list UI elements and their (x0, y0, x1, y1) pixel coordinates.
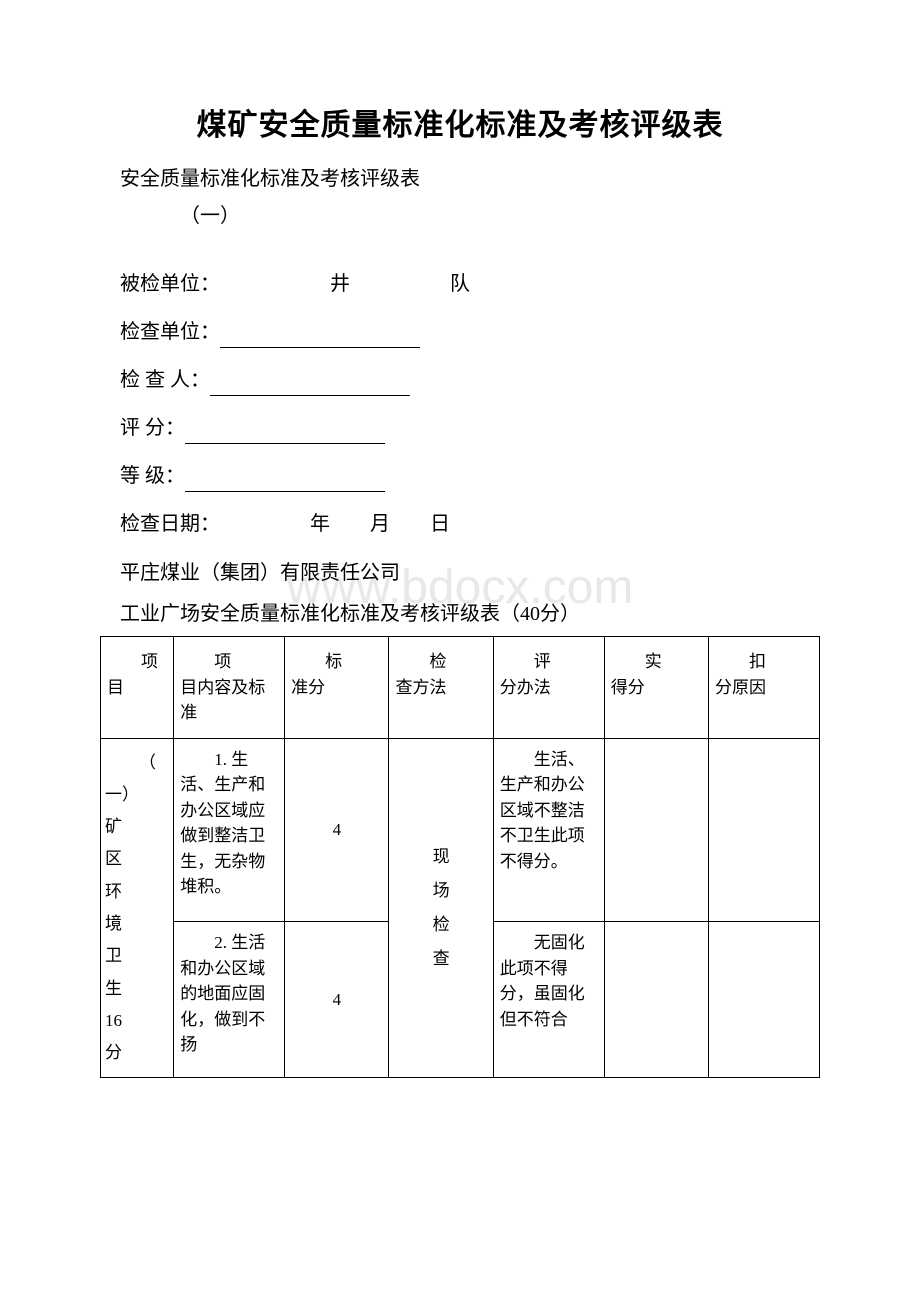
grade-line: 等 级： (120, 460, 820, 492)
score-cell-1: 4 (285, 738, 389, 922)
company-name: 平庄煤业（集团）有限责任公司 (120, 556, 820, 585)
score-label: 评 分： (120, 417, 185, 439)
check-date-line: 检查日期： 年 月 日 (120, 508, 820, 540)
header-item: 项目 (101, 637, 174, 739)
actual-score-cell-1 (604, 738, 708, 922)
header-deduction: 扣分原因 (709, 637, 820, 739)
header-standard-score: 标准分 (285, 637, 389, 739)
inspector-blank (210, 376, 410, 396)
header-content: 项目内容及标准 (174, 637, 285, 739)
evaluation-table: 项目 项目内容及标准 标准分 检查方法 评分办法 实得分 扣分原因 （一） 矿 … (100, 636, 820, 1078)
score-blank (185, 424, 385, 444)
category-cell: （一） 矿 区 环 境 卫 生 16 分 (101, 738, 174, 1078)
checking-unit-blank (220, 328, 420, 348)
header-actual-score: 实得分 (604, 637, 708, 739)
section-number: （一） (180, 199, 820, 228)
deduction-cell-1 (709, 738, 820, 922)
inspector-label: 检 查 人： (120, 369, 210, 391)
main-title: 煤矿安全质量标准化标准及考核评级表 (100, 100, 820, 144)
content-cell-2: 2. 生活和办公区域的地面应固化，做到不扬 (174, 922, 285, 1078)
document-content: 煤矿安全质量标准化标准及考核评级表 安全质量标准化标准及考核评级表 （一） 被检… (100, 100, 820, 1078)
subtitle: 安全质量标准化标准及考核评级表 (120, 162, 820, 191)
scoring-cell-2: 无固化此项不得分，虽固化但不符合 (493, 922, 604, 1078)
table-title: 工业广场安全质量标准化标准及考核评级表（40分） (120, 597, 820, 626)
header-check-method: 检查方法 (389, 637, 493, 739)
table-row: （一） 矿 区 环 境 卫 生 16 分 1. 生活、生产和办公区域应做到整洁卫… (101, 738, 820, 922)
grade-blank (185, 472, 385, 492)
check-method-cell: 现 场 检 查 (389, 738, 493, 1078)
inspector-line: 检 查 人： (120, 364, 820, 396)
checking-unit-label: 检查单位： (120, 321, 220, 343)
table-header-row: 项目 项目内容及标准 标准分 检查方法 评分办法 实得分 扣分原因 (101, 637, 820, 739)
header-scoring: 评分办法 (493, 637, 604, 739)
deduction-cell-2 (709, 922, 820, 1078)
actual-score-cell-2 (604, 922, 708, 1078)
score-cell-2: 4 (285, 922, 389, 1078)
checked-unit-line: 被检单位： 井 队 (120, 268, 820, 300)
checking-unit-line: 检查单位： (120, 316, 820, 348)
grade-label: 等 级： (120, 465, 185, 487)
content-cell-1: 1. 生活、生产和办公区域应做到整洁卫生，无杂物堆积。 (174, 738, 285, 922)
score-line: 评 分： (120, 412, 820, 444)
scoring-cell-1: 生活、生产和办公区域不整洁不卫生此项不得分。 (493, 738, 604, 922)
